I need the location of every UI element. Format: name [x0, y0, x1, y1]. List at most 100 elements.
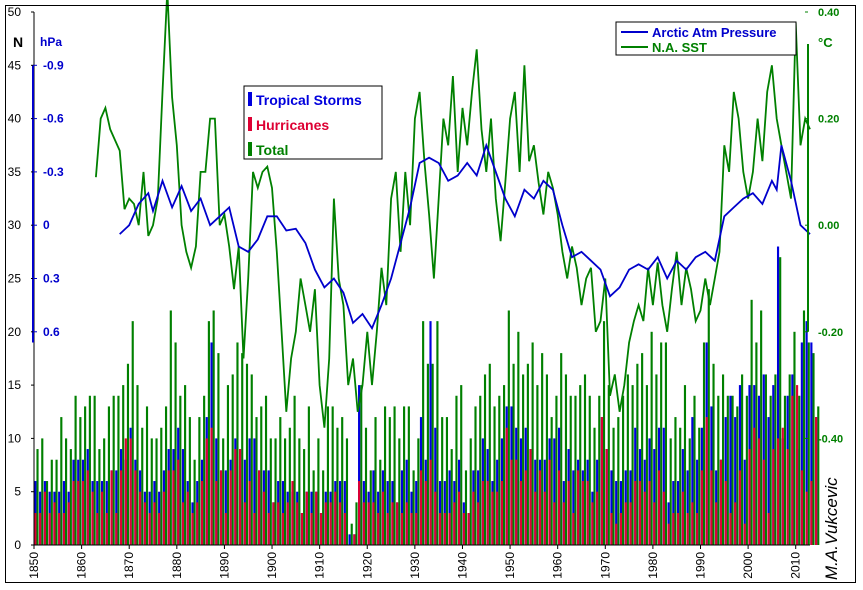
hurricane-bar [615, 523, 618, 545]
total-bar [488, 363, 491, 545]
total-bar [783, 395, 787, 545]
hurricane-bar [429, 459, 432, 545]
hurricane-bar [715, 502, 718, 545]
hurricane-bar [196, 502, 199, 545]
total-bar [407, 406, 410, 545]
hurricane-bar [410, 513, 413, 545]
total-bar [802, 310, 806, 545]
hurricane-bar [705, 417, 708, 545]
sst-axis-label: °C [818, 35, 833, 50]
total-bar [683, 385, 687, 545]
total-bar [412, 470, 415, 545]
total-bar [755, 342, 758, 545]
total-bar [593, 427, 596, 545]
total-bar [750, 299, 753, 545]
total-bar [245, 363, 249, 545]
storm-bar [691, 417, 694, 545]
total-bar [712, 363, 715, 545]
x-tick-label: 1870 [122, 552, 136, 579]
legend-storms-label: Tropical Storms [256, 92, 362, 108]
total-bar [645, 385, 648, 545]
total-bar [707, 289, 710, 545]
hurricane-bar [338, 502, 342, 545]
total-bar [350, 523, 353, 545]
total-bar [217, 353, 220, 545]
sst-tick-label: 0.00 [818, 220, 839, 232]
pressure-axis-label: hPa [40, 35, 62, 49]
hurricane-bar [757, 438, 761, 545]
hurricane-bar [553, 502, 556, 545]
hurricane-bar [100, 491, 104, 545]
hurricane-bar [358, 481, 361, 545]
total-bar [45, 481, 49, 545]
total-bar [117, 395, 120, 545]
pressure-tick-label: -0.9 [43, 58, 64, 72]
hurricane-bar [310, 513, 313, 545]
hurricane-bar [696, 513, 699, 545]
x-tick-label: 1920 [360, 552, 374, 579]
hurricane-bar [77, 481, 80, 545]
left-tick-label: 10 [8, 431, 22, 445]
hurricane-bar [215, 481, 218, 545]
hurricane-bar [53, 502, 56, 545]
hurricane-bar [624, 502, 627, 545]
hurricane-bar [729, 513, 732, 545]
hurricane-bar [381, 491, 384, 545]
hurricane-bar [286, 502, 289, 545]
hurricane-bar [529, 449, 532, 545]
hurricane-bar [767, 513, 770, 545]
total-bar [41, 438, 44, 545]
hurricane-bar [619, 513, 623, 545]
total-bar [612, 427, 615, 545]
hurricane-bar [519, 481, 523, 545]
x-tick-label: 2010 [789, 552, 803, 579]
pressure-tick-label: 0.6 [43, 325, 60, 339]
total-bar [179, 395, 182, 545]
total-bar [622, 395, 625, 545]
x-tick-label: 1910 [313, 552, 327, 579]
hurricane-bar [272, 502, 275, 545]
total-bar [650, 331, 653, 545]
hurricane-bar [719, 459, 722, 545]
hurricane-bar [491, 491, 494, 545]
total-bar [241, 353, 244, 545]
hurricane-bar [500, 481, 503, 545]
hurricane-bar [810, 481, 813, 545]
hurricane-bar [600, 417, 603, 545]
hurricane-bar [815, 417, 818, 545]
hurricane-bar [343, 513, 346, 545]
storm-bar [181, 449, 185, 545]
x-tick-label: 1990 [694, 552, 708, 579]
total-bar [550, 417, 553, 545]
hurricane-bar [481, 481, 484, 545]
hurricane-bar [334, 491, 337, 545]
hurricane-bar [81, 481, 85, 545]
total-bar [693, 395, 696, 545]
hurricane-bar [572, 513, 575, 545]
hurricane-bar [781, 427, 784, 545]
total-bar [436, 321, 439, 545]
hurricane-bar [800, 470, 803, 545]
total-bar [583, 374, 587, 545]
total-bar [336, 427, 339, 545]
hurricane-bar [105, 513, 108, 545]
total-bar [536, 385, 539, 545]
pressure-tick-label: 0.3 [43, 272, 60, 286]
total-bar [664, 342, 668, 545]
total-bar [298, 438, 301, 545]
total-bar [379, 459, 382, 545]
total-bar [164, 406, 168, 545]
total-bar [174, 342, 177, 545]
total-bar [198, 417, 201, 545]
sst-tick-label: 0.40 [818, 7, 839, 19]
hurricane-bar [681, 491, 684, 545]
left-tick-label: 50 [8, 5, 22, 19]
total-bar [760, 310, 763, 545]
hurricane-bar [143, 502, 146, 545]
storm-bar [738, 385, 742, 545]
total-bar [479, 395, 482, 545]
storm-bar [615, 481, 618, 545]
hurricane-bar [353, 534, 356, 545]
total-bar [355, 502, 358, 545]
hurricane-bar [415, 513, 418, 545]
